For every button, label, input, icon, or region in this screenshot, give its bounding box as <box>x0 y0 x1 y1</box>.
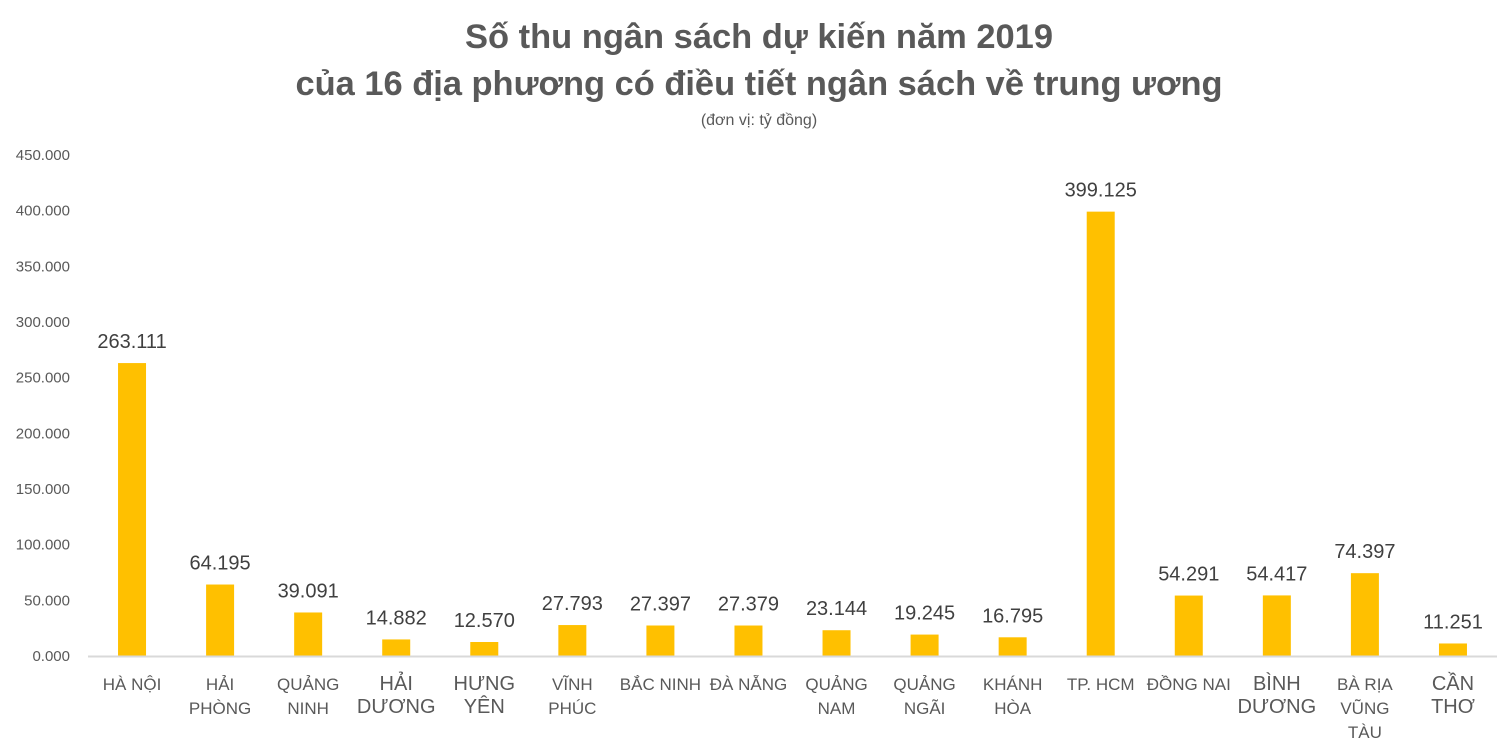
data-label: 11.251 <box>1423 611 1483 633</box>
data-label: 39.091 <box>278 580 339 602</box>
bar <box>470 642 499 656</box>
data-label: 399.125 <box>1065 180 1137 202</box>
x-tick-label: CẦN <box>1432 672 1474 695</box>
bar <box>1174 595 1203 656</box>
bar <box>1262 595 1291 656</box>
y-axis: 0.000 50.000 100.000 150.000 200.000 250.000 3… <box>16 147 70 665</box>
bar <box>998 637 1027 656</box>
data-label: 74.397 <box>1334 541 1395 563</box>
bar <box>118 363 147 656</box>
x-tick-label: TÀU <box>1348 723 1382 742</box>
bar <box>1086 211 1115 656</box>
chart-title-line-1: Số thu ngân sách dự kiến năm 2019 <box>465 18 1053 56</box>
bar <box>822 630 851 656</box>
data-label: 14.882 <box>366 607 427 629</box>
x-tick-label: THƠ <box>1431 696 1475 718</box>
x-tick-label: HẢI <box>380 672 413 695</box>
y-tick-label: 400.000 <box>16 203 70 220</box>
data-label: 19.245 <box>894 603 955 625</box>
data-label: 27.379 <box>718 594 779 616</box>
x-tick-label: ĐỒNG NAI <box>1147 675 1231 694</box>
x-tick-label: HƯNG <box>454 673 516 695</box>
y-tick-label: 300.000 <box>16 314 70 331</box>
bar <box>734 625 763 656</box>
data-label: 54.291 <box>1158 564 1219 586</box>
data-label: 263.111 <box>97 331 166 353</box>
x-tick-label: HẢI <box>206 675 234 694</box>
x-tick-label: VĨNH <box>552 675 593 694</box>
x-tick-label: QUẢNG <box>893 675 955 694</box>
x-axis-labels: HÀ NỘI HẢIPHÒNGQUẢNGNINHHẢIDƯƠNGHƯNGYÊNVĨ… <box>103 672 1475 742</box>
bar <box>1438 643 1467 656</box>
y-tick-label: 250.000 <box>16 370 70 387</box>
x-tick-label: PHÚC <box>548 699 596 718</box>
data-label: 64.195 <box>190 553 251 575</box>
x-tick-label: YÊN <box>464 695 505 718</box>
x-tick-label: NAM <box>818 699 856 718</box>
data-label: 27.397 <box>630 593 691 615</box>
bar <box>294 612 323 656</box>
x-tick-label: BÀ RỊA <box>1337 675 1393 694</box>
x-tick-label: HÒA <box>994 699 1032 718</box>
x-tick-label: HÀ NỘI <box>103 675 162 694</box>
x-tick-label: ĐÀ NẴNG <box>710 675 787 694</box>
x-tick-label: QUẢNG <box>805 675 867 694</box>
chart-subtitle: (đơn vị: tỷ đồng) <box>701 112 817 129</box>
data-label: 12.570 <box>454 610 515 632</box>
x-tick-label: PHÒNG <box>189 699 251 718</box>
y-tick-label: 100.000 <box>16 537 70 554</box>
bar <box>1350 573 1379 656</box>
data-label: 16.795 <box>982 605 1043 627</box>
bars: 263.111 64.195 39.091 14.882 12.570 27.793 27.… <box>97 180 1483 656</box>
data-label: 54.417 <box>1246 563 1307 585</box>
x-tick-label: BẮC NINH <box>620 675 701 694</box>
x-tick-label: DƯƠNG <box>1238 696 1317 718</box>
x-tick-label: NINH <box>287 699 329 718</box>
y-tick-label: 50.000 <box>24 592 70 609</box>
y-tick-label: 0.000 <box>32 648 70 665</box>
x-tick-label: BÌNH <box>1253 672 1301 695</box>
x-tick-label: DƯƠNG <box>357 696 436 718</box>
y-tick-label: 350.000 <box>16 258 70 275</box>
x-tick-label: KHÁNH <box>983 675 1043 694</box>
chart-title-line-2: của 16 địa phương có điều tiết ngân sách… <box>296 65 1223 103</box>
bar <box>910 634 939 656</box>
x-tick-label: TP. HCM <box>1067 675 1135 694</box>
bar <box>206 584 235 656</box>
x-tick-label: QUẢNG <box>277 675 339 694</box>
y-tick-label: 150.000 <box>16 481 70 498</box>
data-label: 27.793 <box>542 593 603 615</box>
data-label: 23.144 <box>806 598 867 620</box>
bar <box>646 625 675 656</box>
x-tick-label: VŨNG <box>1340 699 1389 718</box>
y-tick-label: 200.000 <box>16 425 70 442</box>
x-tick-label: NGÃI <box>904 699 946 718</box>
y-tick-label: 450.000 <box>16 147 70 164</box>
bar <box>382 639 411 656</box>
bar <box>558 625 587 656</box>
